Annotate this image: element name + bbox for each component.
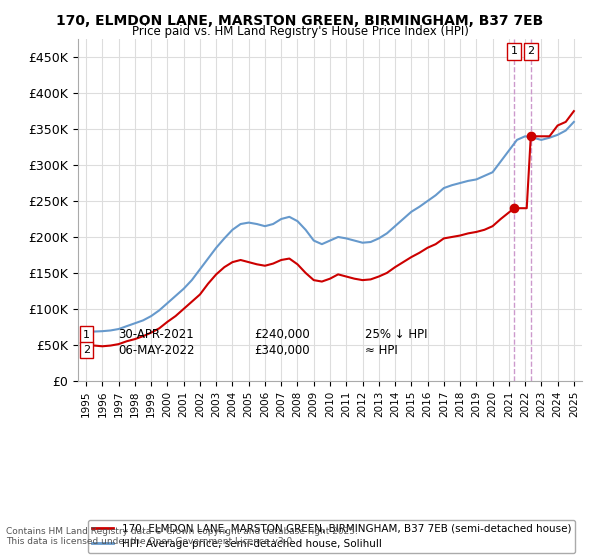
Text: 170, ELMDON LANE, MARSTON GREEN, BIRMINGHAM, B37 7EB: 170, ELMDON LANE, MARSTON GREEN, BIRMING… [56, 14, 544, 28]
Text: 06-MAY-2022: 06-MAY-2022 [118, 343, 195, 357]
Text: £340,000: £340,000 [254, 343, 310, 357]
Text: 25% ↓ HPI: 25% ↓ HPI [365, 328, 428, 341]
Text: Contains HM Land Registry data © Crown copyright and database right 2025.
This d: Contains HM Land Registry data © Crown c… [6, 526, 358, 546]
Text: 30-APR-2021: 30-APR-2021 [118, 328, 194, 341]
Text: £240,000: £240,000 [254, 328, 310, 341]
Text: 2: 2 [527, 46, 535, 57]
Text: 1: 1 [511, 46, 518, 57]
Text: 1: 1 [83, 330, 90, 340]
Text: Price paid vs. HM Land Registry's House Price Index (HPI): Price paid vs. HM Land Registry's House … [131, 25, 469, 38]
Legend: 170, ELMDON LANE, MARSTON GREEN, BIRMINGHAM, B37 7EB (semi-detached house), HPI:: 170, ELMDON LANE, MARSTON GREEN, BIRMING… [88, 520, 575, 553]
Text: 2: 2 [83, 345, 90, 355]
Text: ≈ HPI: ≈ HPI [365, 343, 398, 357]
